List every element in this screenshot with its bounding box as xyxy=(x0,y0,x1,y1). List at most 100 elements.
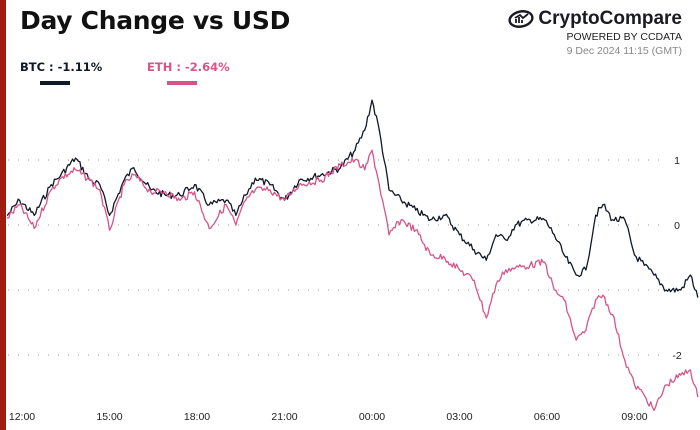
data-point-btc xyxy=(473,249,475,251)
legend-swatch-eth xyxy=(167,81,197,85)
data-point-btc xyxy=(99,184,101,186)
data-point-eth xyxy=(680,374,682,376)
data-point-eth xyxy=(193,191,196,193)
data-point-eth xyxy=(544,261,546,263)
x-tick-label: 00:00 xyxy=(359,411,385,423)
data-point-eth xyxy=(505,269,507,271)
data-point-eth xyxy=(179,199,181,201)
data-point-btc xyxy=(643,264,645,266)
data-point-btc xyxy=(378,129,380,131)
data-point-eth xyxy=(400,219,402,221)
data-point-eth xyxy=(99,189,101,191)
y-tick-label: 1 xyxy=(674,155,680,167)
data-point-btc xyxy=(485,259,487,261)
brand-logo: CryptoCompare POWERED BY CCDATA 9 Dec 20… xyxy=(508,8,682,57)
data-point-eth xyxy=(371,149,373,151)
data-point-btc xyxy=(18,199,21,201)
data-point-btc xyxy=(495,234,497,236)
data-point-btc xyxy=(269,184,271,186)
data-point-eth xyxy=(378,184,380,186)
data-point-btc xyxy=(235,214,237,216)
legend-swatch-btc xyxy=(40,81,70,85)
data-point-eth xyxy=(473,279,475,281)
data-point-btc xyxy=(595,214,597,216)
data-point-eth xyxy=(150,191,152,193)
data-point-btc xyxy=(298,179,300,181)
data-point-btc xyxy=(602,204,604,206)
data-point-eth xyxy=(364,169,366,171)
data-point-eth xyxy=(653,409,655,411)
accent-bar xyxy=(0,0,6,430)
data-point-eth xyxy=(74,169,77,171)
legend-item-btc: BTC : -1.11% xyxy=(20,60,102,85)
data-point-eth xyxy=(33,227,35,229)
data-point-btc xyxy=(6,214,9,216)
x-tick-label: 18:00 xyxy=(184,411,210,423)
data-point-eth xyxy=(298,184,300,186)
chart-title: Day Change vs USD xyxy=(20,6,291,35)
data-point-btc xyxy=(371,99,373,101)
data-point-eth xyxy=(60,177,62,179)
data-point-btc xyxy=(74,157,77,159)
cryptocompare-logo-icon xyxy=(508,10,534,28)
data-point-btc xyxy=(193,184,196,186)
data-point-btc xyxy=(514,224,517,226)
data-point-btc xyxy=(208,204,210,206)
data-point-eth xyxy=(553,289,555,291)
data-point-eth xyxy=(254,189,256,191)
data-point-btc xyxy=(689,274,692,276)
legend-label-eth: ETH : -2.64% xyxy=(147,60,230,74)
y-tick-label: 0 xyxy=(674,220,680,232)
data-point-btc xyxy=(553,234,555,236)
data-point-eth xyxy=(50,189,52,191)
data-point-btc xyxy=(653,274,655,276)
data-point-eth xyxy=(575,339,577,341)
data-point-eth xyxy=(602,294,604,296)
data-point-btc xyxy=(633,254,636,256)
series-line-eth xyxy=(7,149,699,411)
data-point-eth xyxy=(108,229,111,231)
data-point-eth xyxy=(245,199,247,201)
data-point-eth xyxy=(643,394,645,396)
data-point-eth xyxy=(283,199,286,201)
y-tick-label: -2 xyxy=(672,350,681,362)
data-point-btc xyxy=(179,194,181,196)
data-point-btc xyxy=(245,194,247,196)
data-point-eth xyxy=(624,359,626,361)
data-point-btc xyxy=(665,289,667,291)
data-point-btc xyxy=(133,167,135,169)
data-point-eth xyxy=(339,164,342,166)
data-point-eth xyxy=(18,204,21,206)
x-tick-label: 06:00 xyxy=(534,411,560,423)
data-point-btc xyxy=(123,179,125,181)
data-point-btc xyxy=(254,177,256,179)
x-tick-label: 12:00 xyxy=(9,411,35,423)
data-point-btc xyxy=(529,219,531,221)
data-point-eth xyxy=(689,369,692,371)
data-point-eth xyxy=(458,269,461,271)
data-point-eth xyxy=(563,299,565,301)
data-point-btc xyxy=(400,199,402,201)
x-tick-label: 09:00 xyxy=(621,411,647,423)
data-point-btc xyxy=(339,167,342,169)
data-point-btc xyxy=(505,239,507,241)
data-point-eth xyxy=(697,396,699,398)
data-point-eth xyxy=(415,229,417,231)
data-point-btc xyxy=(50,184,52,186)
brand-powered-by: POWERED BY CCDATA xyxy=(566,31,682,43)
data-point-btc xyxy=(60,174,62,176)
chart-timestamp: 9 Dec 2024 11:15 (GMT) xyxy=(566,45,682,57)
data-point-btc xyxy=(612,219,614,221)
data-point-btc xyxy=(624,219,626,221)
data-point-eth xyxy=(225,204,227,206)
data-point-eth xyxy=(514,267,517,269)
data-point-eth xyxy=(485,317,487,319)
data-point-eth xyxy=(89,179,91,181)
x-tick-label: 03:00 xyxy=(446,411,472,423)
data-point-btc xyxy=(354,149,356,151)
data-point-btc xyxy=(415,209,417,211)
data-point-btc xyxy=(225,199,227,201)
data-point-eth xyxy=(133,174,135,176)
data-point-btc xyxy=(320,174,322,176)
